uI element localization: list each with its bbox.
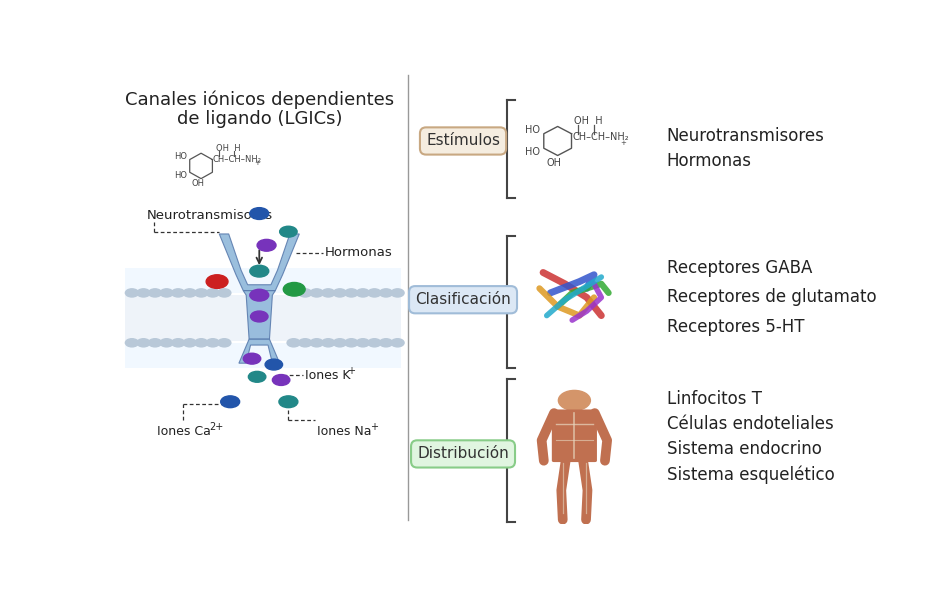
Circle shape	[368, 339, 381, 347]
Circle shape	[172, 289, 185, 297]
Bar	[125, 343, 401, 368]
Text: Estímulos: Estímulos	[426, 134, 500, 148]
Text: Neurotransmisores: Neurotransmisores	[667, 127, 824, 145]
Text: de ligando (LGICs): de ligando (LGICs)	[177, 110, 342, 128]
Circle shape	[299, 339, 312, 347]
Circle shape	[310, 289, 323, 297]
Circle shape	[218, 339, 231, 347]
Bar	[125, 268, 401, 293]
Circle shape	[160, 289, 173, 297]
Circle shape	[160, 339, 173, 347]
Circle shape	[183, 339, 196, 347]
Circle shape	[284, 283, 305, 296]
Text: Canales iónicos dependientes: Canales iónicos dependientes	[125, 91, 393, 110]
Circle shape	[183, 289, 196, 297]
Circle shape	[194, 289, 208, 297]
Circle shape	[310, 339, 323, 347]
Text: Linfocitos T: Linfocitos T	[667, 391, 762, 409]
Circle shape	[250, 265, 269, 277]
Circle shape	[333, 339, 346, 347]
Circle shape	[251, 311, 268, 322]
Text: HO: HO	[525, 147, 540, 157]
Text: CH–CH–NH₂: CH–CH–NH₂	[213, 155, 262, 164]
Circle shape	[333, 289, 346, 297]
Text: +: +	[370, 422, 377, 432]
Text: Células endoteliales: Células endoteliales	[667, 415, 834, 434]
Text: HO: HO	[175, 171, 187, 180]
Circle shape	[368, 289, 381, 297]
Text: HO: HO	[525, 125, 540, 135]
Text: HO: HO	[175, 152, 187, 161]
Circle shape	[345, 339, 358, 347]
Circle shape	[391, 289, 404, 297]
Circle shape	[250, 289, 269, 301]
Bar	[569, 401, 580, 412]
Circle shape	[250, 208, 269, 220]
Circle shape	[272, 375, 290, 385]
Circle shape	[280, 226, 297, 237]
Text: OH: OH	[546, 158, 562, 168]
Circle shape	[345, 289, 358, 297]
Text: +: +	[254, 160, 260, 166]
Circle shape	[148, 289, 162, 297]
Circle shape	[207, 289, 220, 297]
Text: OH  H: OH H	[575, 117, 603, 127]
Circle shape	[322, 289, 335, 297]
Text: 2+: 2+	[209, 422, 223, 432]
Polygon shape	[239, 339, 280, 363]
Circle shape	[207, 274, 228, 289]
Text: OH  H: OH H	[216, 144, 241, 153]
Circle shape	[257, 239, 276, 251]
Text: +: +	[621, 140, 626, 146]
Circle shape	[265, 359, 283, 370]
Circle shape	[243, 353, 261, 364]
Text: Sistema endocrino: Sistema endocrino	[667, 441, 822, 458]
Circle shape	[287, 339, 300, 347]
Circle shape	[218, 289, 231, 297]
Polygon shape	[220, 234, 300, 290]
Text: Iones Na: Iones Na	[317, 425, 372, 438]
Circle shape	[357, 339, 369, 347]
Circle shape	[207, 339, 220, 347]
Text: Clasificación: Clasificación	[415, 292, 511, 307]
Text: Neurotransmisores: Neurotransmisores	[146, 209, 272, 222]
Circle shape	[172, 339, 185, 347]
Text: Receptores 5-HT: Receptores 5-HT	[667, 318, 805, 336]
Text: Iones Ca: Iones Ca	[158, 425, 211, 438]
Circle shape	[322, 339, 335, 347]
Circle shape	[137, 339, 150, 347]
Circle shape	[559, 391, 591, 411]
Circle shape	[221, 396, 239, 408]
Circle shape	[126, 339, 138, 347]
Text: +: +	[347, 366, 355, 376]
Text: CH–CH–NH₂: CH–CH–NH₂	[572, 131, 629, 141]
Text: Sistema esquelético: Sistema esquelético	[667, 465, 835, 484]
Text: Hormonas: Hormonas	[667, 153, 752, 170]
Bar	[125, 295, 401, 341]
Circle shape	[249, 372, 266, 382]
Circle shape	[299, 289, 312, 297]
Circle shape	[194, 339, 208, 347]
Circle shape	[148, 339, 162, 347]
Circle shape	[357, 289, 369, 297]
FancyBboxPatch shape	[552, 409, 597, 462]
Text: Distribución: Distribución	[417, 446, 509, 461]
Circle shape	[379, 289, 393, 297]
Text: OH: OH	[192, 178, 205, 187]
Circle shape	[279, 396, 298, 408]
Text: Receptores GABA: Receptores GABA	[667, 259, 812, 277]
Polygon shape	[243, 290, 275, 339]
Text: Hormonas: Hormonas	[325, 246, 393, 259]
Text: Receptores de glutamato: Receptores de glutamato	[667, 289, 876, 306]
Circle shape	[379, 339, 393, 347]
Circle shape	[391, 339, 404, 347]
Text: Iones K: Iones K	[305, 369, 350, 382]
Circle shape	[126, 289, 138, 297]
Circle shape	[137, 289, 150, 297]
